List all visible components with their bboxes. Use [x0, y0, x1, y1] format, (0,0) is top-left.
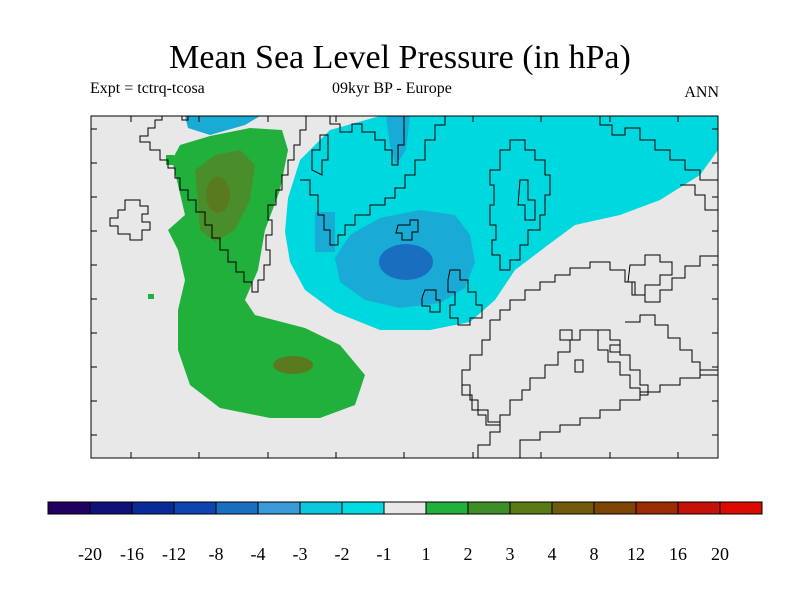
colorbar-swatch [299, 501, 343, 515]
coast-svalbard [329, 116, 405, 166]
coast-continent [490, 255, 718, 321]
colorbar-tick-label: 1 [421, 544, 431, 564]
coast-iceland [109, 199, 151, 241]
frame-ticks [91, 116, 718, 458]
colorbar-swatch [47, 501, 91, 515]
contour-light-blue-west [185, 116, 260, 135]
colorbar-tick-label: -1 [376, 544, 392, 564]
colorbar-swatch [89, 501, 133, 515]
colorbar-tick-label: -16 [120, 544, 144, 564]
coast-greenland [139, 116, 307, 293]
colorbar-swatch [719, 501, 763, 515]
coast-ireland [421, 289, 441, 313]
colorbar-swatch [257, 501, 301, 515]
colorbar-tick-label: 4 [547, 544, 557, 564]
colorbar-tick-label: 2 [463, 544, 473, 564]
colorbar-tick-label: 3 [505, 544, 515, 564]
coast-baltic [489, 139, 551, 271]
coast-islands-sw [559, 329, 621, 373]
colorbar-tick-label: -2 [334, 544, 350, 564]
colorbar-tick-label: -20 [78, 544, 102, 564]
colorbar-swatch [215, 501, 259, 515]
colorbar-swatch [593, 501, 637, 515]
colorbar-swatch [341, 501, 385, 515]
contour-core-blue [379, 244, 433, 280]
coast-iberia-south [461, 385, 501, 458]
colorbar-swatch [467, 501, 511, 515]
coastlines [109, 116, 718, 458]
colorbar-tick-label: -8 [208, 544, 224, 564]
coast-north-africa [519, 369, 718, 458]
colorbar-swatch [383, 501, 427, 515]
colorbar-swatch [677, 501, 721, 515]
season-label: ANN [684, 84, 719, 101]
coast-norway-inner [311, 134, 329, 176]
coast-britain [447, 269, 483, 326]
contour-olive-south [273, 356, 313, 374]
map-field [91, 116, 718, 458]
colorbar-swatch [131, 501, 175, 515]
coast-island-north-sea [395, 219, 419, 241]
coast-france-iberia [461, 320, 598, 426]
contour-green-speck [166, 155, 174, 165]
colorbar-swatch [635, 501, 679, 515]
colorbar-tick-label: 8 [589, 544, 599, 564]
colorbar-tick-label: -4 [250, 544, 266, 564]
coast-baltic-east [517, 179, 536, 221]
colorbar-swatch [425, 501, 469, 515]
coast-balkans [625, 314, 718, 376]
contour-light-blue-coast [315, 212, 335, 252]
experiment-label: Expt = tctrq-tcosa [90, 80, 205, 97]
colorbar [47, 501, 763, 515]
coast-russia-north [599, 116, 718, 181]
colorbar-tick-label: 16 [669, 544, 687, 564]
colorbar-tick-label: -12 [162, 544, 186, 564]
colorbar-swatch [551, 501, 595, 515]
colorbar-tick-label: 12 [627, 544, 645, 564]
contour-olive-north [206, 177, 230, 213]
chart-title: Mean Sea Level Pressure (in hPa) [169, 39, 631, 76]
colorbar-swatch [173, 501, 217, 515]
period-label: 09kyr BP - Europe [332, 80, 452, 97]
coast-scandinavia [300, 116, 446, 246]
colorbar-swatch [509, 501, 553, 515]
colorbar-tick-label: 20 [711, 544, 729, 564]
colorbar-tick-label: -3 [292, 544, 308, 564]
coast-black-sea [627, 254, 673, 296]
coast-white-sea [680, 184, 718, 211]
contour-green-speck-2 [148, 294, 154, 299]
coast-faroe [181, 116, 189, 121]
